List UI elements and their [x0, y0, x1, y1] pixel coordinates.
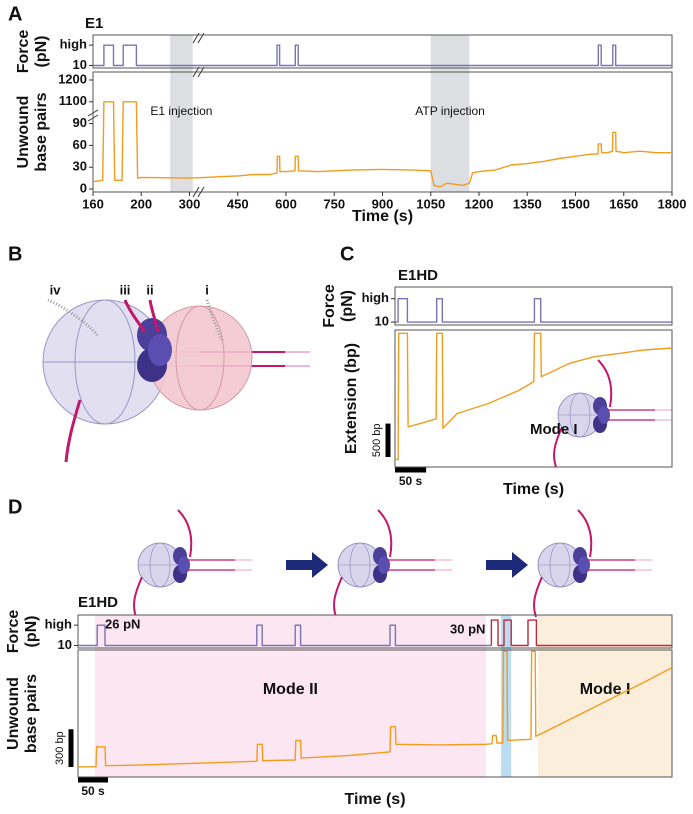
scale-bar-label: 50 s — [399, 474, 423, 488]
diagram-label: i — [205, 282, 209, 297]
trace — [77, 650, 673, 768]
plot-frame — [394, 329, 673, 468]
panel-letter: D — [8, 496, 22, 518]
trace — [395, 332, 673, 461]
shaded-region — [94, 615, 487, 777]
y-axis-label: (pN) — [33, 36, 50, 68]
y-axis-label: Extension (bp) — [343, 343, 360, 454]
annotation: 26 pN — [105, 616, 140, 631]
trace — [395, 298, 672, 323]
annotation: Mode I — [530, 421, 578, 438]
y-tick-label: 30 — [73, 159, 87, 174]
shaded-region — [430, 35, 470, 192]
y-tick-label: 0 — [80, 180, 87, 195]
helicase-icon — [333, 509, 453, 618]
trace — [78, 624, 492, 647]
helicase-diagram — [42, 298, 310, 463]
plot-frame — [77, 649, 673, 778]
y-axis-label: base pairs — [33, 92, 50, 171]
x-tick-label: 1500 — [561, 196, 590, 211]
x-axis-label: Time (s) — [503, 481, 564, 498]
y-axis-label: Force — [15, 30, 32, 74]
x-tick-label: 600 — [275, 196, 297, 211]
x-tick-label: 1650 — [609, 196, 638, 211]
shaded-region — [170, 35, 193, 192]
y-tick-label: 10 — [375, 314, 389, 329]
y-tick-label: 1200 — [58, 71, 87, 86]
scale-bar-label: 50 s — [81, 784, 105, 798]
plot-frame — [92, 34, 673, 69]
y-axis-label: base pairs — [23, 674, 40, 753]
y-tick-label: high — [60, 37, 87, 52]
y-tick-label: 90 — [73, 115, 87, 130]
plot-frame — [77, 614, 673, 649]
x-tick-label: 1350 — [513, 196, 542, 211]
shaded-region — [538, 615, 672, 777]
chart-title: E1HD — [78, 594, 118, 611]
helicase-icon — [533, 509, 653, 618]
helicase-icon — [133, 509, 253, 618]
x-tick-label: 900 — [372, 196, 394, 211]
scale-bar-label: 300 bp — [54, 731, 66, 765]
trace — [93, 44, 672, 67]
x-tick-label: 200 — [130, 196, 152, 211]
y-tick-label: 60 — [73, 137, 87, 152]
y-axis-label: Force — [321, 284, 338, 328]
y-tick-label: 10 — [73, 57, 87, 72]
y-tick-label: high — [45, 617, 72, 632]
helicase-schematics — [133, 359, 673, 618]
arrow — [486, 552, 528, 578]
y-axis-label: (pN) — [23, 616, 40, 648]
x-tick-label: 750 — [323, 196, 345, 211]
x-axis-label: Time (s) — [344, 791, 405, 808]
x-tick-label: 1800 — [658, 196, 687, 211]
chart-title: E1 — [85, 15, 103, 32]
y-axis-label: Unwound — [15, 96, 32, 169]
region-label: ATP injection — [415, 104, 485, 118]
x-tick-label: 450 — [227, 196, 249, 211]
y-axis-label: (pN) — [339, 290, 356, 322]
chart-title: E1HD — [398, 267, 438, 284]
x-tick-label: 1200 — [465, 196, 494, 211]
y-tick-label: high — [362, 290, 389, 305]
panel-letter: B — [8, 243, 22, 265]
helicase-icon — [553, 359, 673, 468]
y-axis-label: Force — [5, 610, 22, 654]
region-label: Mode II — [263, 681, 318, 698]
trace — [490, 619, 672, 647]
plot-frame — [394, 286, 673, 326]
y-tick-label: 10 — [58, 637, 72, 652]
trace — [92, 101, 672, 188]
shaded-region — [501, 615, 512, 777]
annotation: 30 pN — [450, 621, 485, 636]
y-tick-label: 1100 — [59, 93, 87, 108]
y-axis-label: Unwound — [5, 677, 22, 750]
x-tick-label: 300 — [179, 196, 201, 211]
diagram-label: ii — [146, 282, 153, 297]
scale-bar-label: 500 bp — [371, 423, 383, 457]
x-tick-label: 160 — [82, 196, 104, 211]
diagram-label: iv — [50, 282, 62, 297]
panel-letter: C — [340, 243, 354, 265]
x-axis-label: Time (s) — [352, 208, 413, 225]
region-label: Mode I — [580, 681, 631, 698]
arrow — [286, 552, 328, 578]
region-label: E1 injection — [150, 104, 212, 118]
diagram-label: iii — [120, 282, 131, 297]
x-tick-label: 1050 — [416, 196, 445, 211]
panel-letter: A — [8, 3, 22, 25]
